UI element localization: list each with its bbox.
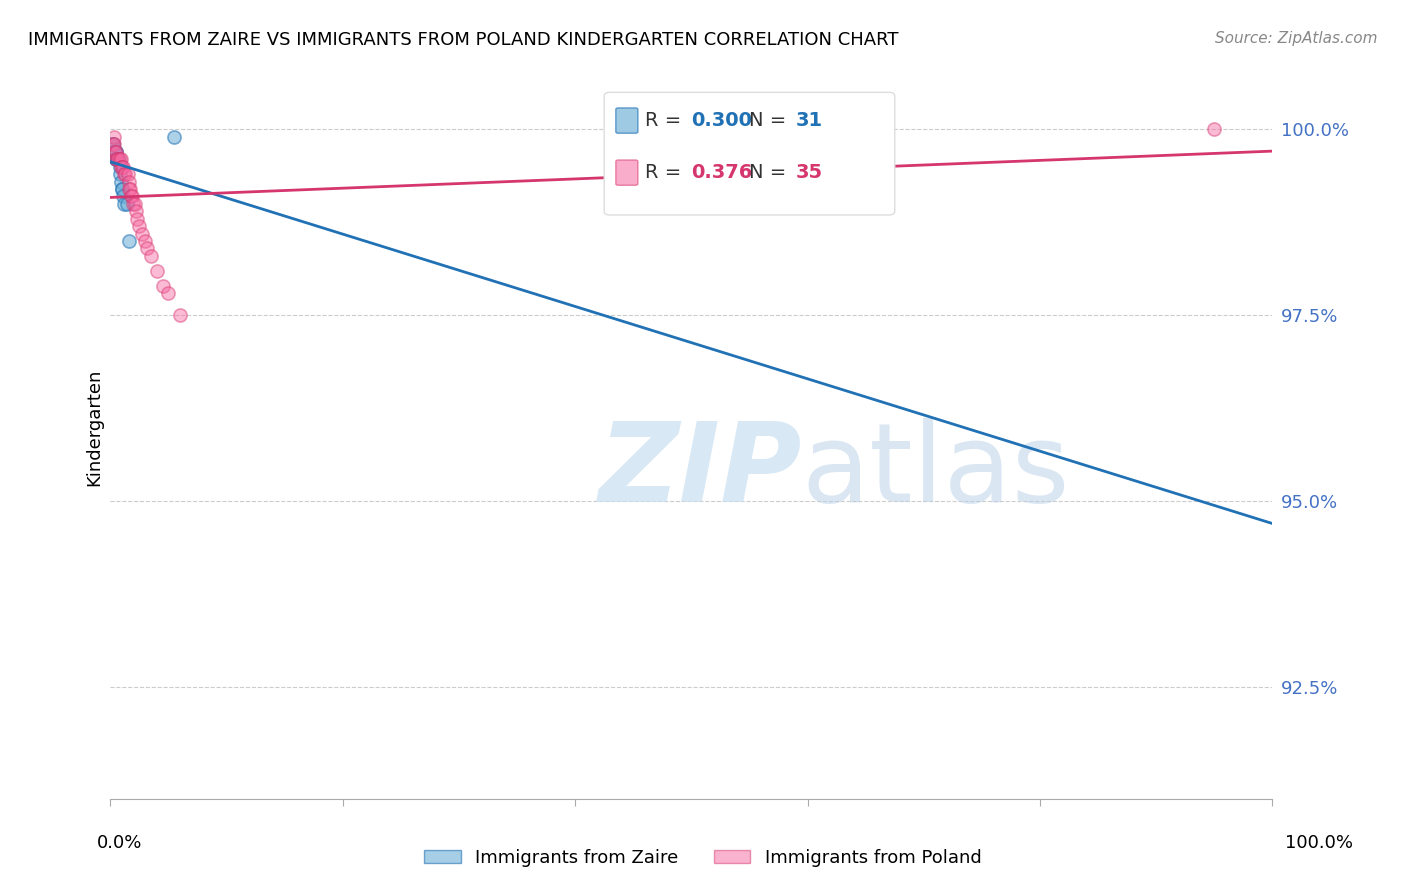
Legend: Immigrants from Zaire, Immigrants from Poland: Immigrants from Zaire, Immigrants from P… [418,842,988,874]
Point [107,153,129,167]
Point [115,197,138,211]
Point [105,153,128,167]
Point [112,167,135,181]
Point [108,167,131,181]
Point [157,286,180,301]
Point [128,219,150,234]
Point [111,160,134,174]
Text: 0.300: 0.300 [692,111,752,130]
Point [103,137,125,152]
Point [105,153,128,167]
FancyBboxPatch shape [616,108,638,133]
Point [122,197,145,211]
Point [169,309,191,323]
Point [125,211,148,226]
Point [134,234,156,248]
Point [103,145,125,159]
Point [100,137,122,152]
Point [139,249,162,263]
Point [110,153,132,167]
Text: 0.0%: 0.0% [97,834,142,852]
Point [105,153,128,167]
Point [118,175,141,189]
Text: Source: ZipAtlas.com: Source: ZipAtlas.com [1215,31,1378,46]
Point [118,234,141,248]
Text: 35: 35 [796,163,823,182]
FancyBboxPatch shape [616,160,638,186]
Text: R =: R = [645,111,688,130]
Point [107,153,129,167]
Point [118,182,141,196]
Text: IMMIGRANTS FROM ZAIRE VS IMMIGRANTS FROM POLAND KINDERGARTEN CORRELATION CHART: IMMIGRANTS FROM ZAIRE VS IMMIGRANTS FROM… [28,31,898,49]
Point [163,130,186,145]
Point [112,197,135,211]
FancyBboxPatch shape [605,92,894,215]
Point [124,197,146,211]
Y-axis label: Kindergarten: Kindergarten [86,368,103,485]
Point [107,153,129,167]
Text: 0.376: 0.376 [692,163,752,182]
Point [114,167,136,181]
Point [108,153,131,167]
Point [104,145,127,159]
Text: N =: N = [749,163,793,182]
Point [110,160,132,174]
Point [101,137,124,152]
Text: R =: R = [645,163,688,182]
Point [121,189,143,203]
Point [104,145,127,159]
Text: 31: 31 [796,111,823,130]
Point [101,137,124,152]
Point [111,182,134,196]
Text: N =: N = [749,111,793,130]
Point [103,130,125,145]
Point [105,145,128,159]
Point [103,145,125,159]
Point [103,145,125,159]
Point [125,204,148,219]
Point [152,278,174,293]
Point [117,167,139,181]
Point [105,153,128,167]
Text: 100.0%: 100.0% [1285,834,1353,852]
Point [104,145,127,159]
Point [104,145,127,159]
Point [105,153,128,167]
Text: ZIP: ZIP [599,418,801,525]
Point [118,182,141,196]
Point [103,145,125,159]
Point [105,153,128,167]
Point [105,153,128,167]
Point [108,160,131,174]
Point [103,145,125,159]
Point [112,189,135,203]
Text: atlas: atlas [801,418,1070,525]
Point [112,160,135,174]
Point [105,145,128,159]
Point [120,189,142,203]
Point [110,175,132,189]
Point [145,264,167,278]
Point [111,182,134,196]
Point [136,242,159,256]
Point [104,145,127,159]
Point [105,145,128,159]
Point [1204,122,1226,136]
Point [101,137,124,152]
Point [131,227,153,241]
